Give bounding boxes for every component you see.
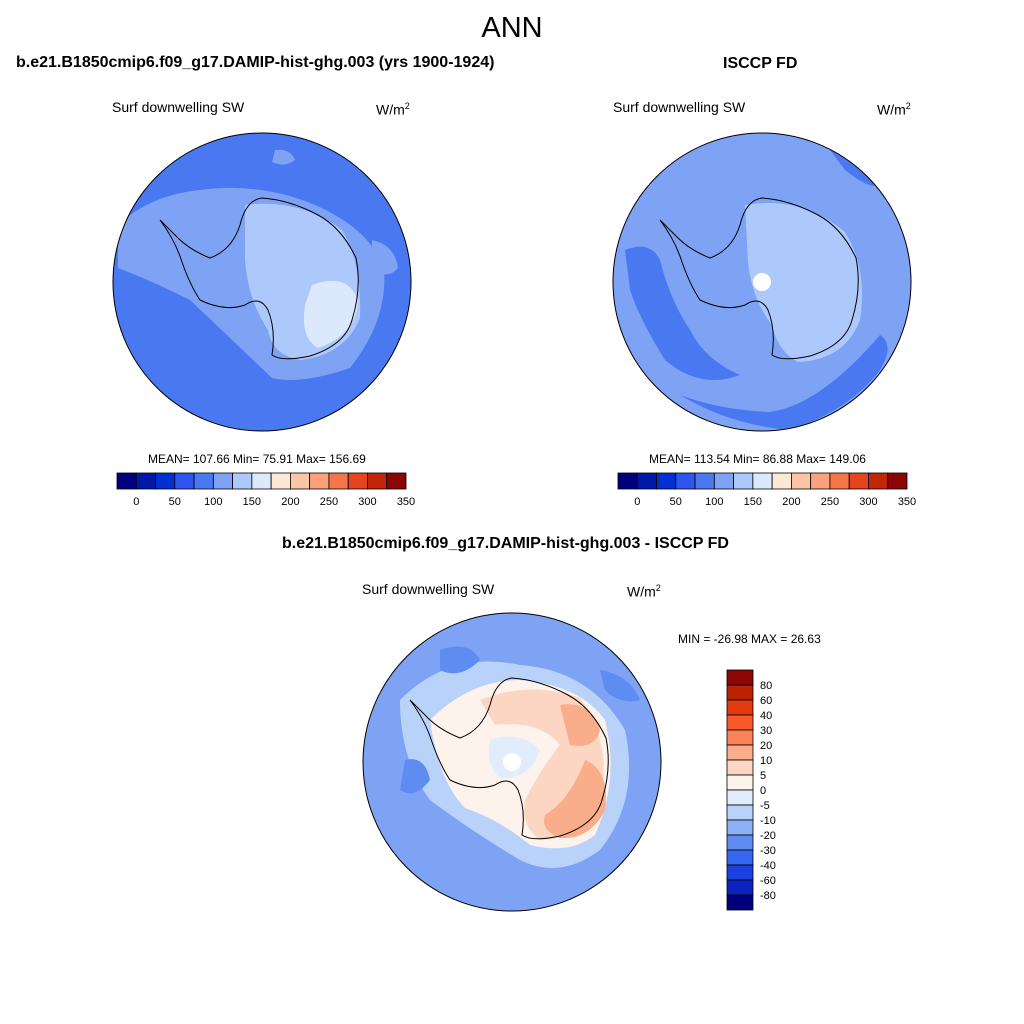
colorbar-tick-label: 0 [760, 785, 766, 797]
panel2-title: ISCCP FD [723, 55, 798, 72]
colorbar-tick-label: -40 [760, 860, 776, 872]
colorbar-swatch [726, 819, 754, 836]
colorbar-tick-label: 100 [204, 496, 222, 508]
panel1-stats: MEAN= 107.66 Min= 75.91 Max= 156.69 [148, 452, 366, 466]
colorbar-swatch [726, 834, 754, 851]
colorbar-tick-label: 300 [358, 496, 376, 508]
colorbar-swatch [726, 729, 754, 746]
colorbar-tick-label: -30 [760, 845, 776, 857]
panel2-units: W/m2 [877, 101, 911, 118]
colorbar-swatch [726, 774, 754, 791]
colorbar-tick-label: -5 [760, 800, 770, 812]
colorbar-swatch [726, 849, 754, 866]
colorbar-tick-label: 40 [760, 710, 772, 722]
colorbar-tick-label: 50 [670, 496, 682, 508]
colorbar-swatch [726, 669, 754, 686]
panel3-title: b.e21.B1850cmip6.f09_g17.DAMIP-hist-ghg.… [282, 535, 729, 552]
colorbar-swatch [726, 789, 754, 806]
colorbar-tick-label: 250 [320, 496, 338, 508]
colorbar-tick-label: 200 [782, 496, 800, 508]
colorbar-swatch [386, 472, 407, 490]
colorbar-tick-label: 10 [760, 755, 772, 767]
colorbar-swatch [726, 714, 754, 731]
panel1-variable: Surf downwelling SW [112, 99, 245, 115]
colorbar-tick-label: 80 [760, 680, 772, 692]
colorbar-swatch [726, 684, 754, 701]
panel3-units: W/m2 [627, 583, 661, 600]
colorbar-tick-label: 200 [281, 496, 299, 508]
figure-title: ANN [481, 12, 543, 44]
colorbar-swatch [726, 879, 754, 896]
colorbar-tick-label: -20 [760, 830, 776, 842]
colorbar-tick-label: 350 [898, 496, 916, 508]
colorbar-tick-label: -80 [760, 890, 776, 902]
colorbar-tick-label: 300 [859, 496, 877, 508]
colorbar-tick-label: 20 [760, 740, 772, 752]
colorbar-tick-label: 5 [760, 770, 766, 782]
colorbar-tick-label: 250 [821, 496, 839, 508]
colorbar-swatch [726, 894, 754, 911]
colorbar-tick-label: 150 [744, 496, 762, 508]
colorbar-swatch [726, 864, 754, 881]
panel1-title: b.e21.B1850cmip6.f09_g17.DAMIP-hist-ghg.… [16, 54, 495, 71]
panel2-variable: Surf downwelling SW [613, 99, 746, 115]
colorbar-swatch [726, 699, 754, 716]
colorbar-tick-label: -10 [760, 815, 776, 827]
colorbar-tick-label: 350 [397, 496, 415, 508]
panel3-stats: MIN = -26.98 MAX = 26.63 [678, 632, 821, 646]
colorbar-tick-label: 30 [760, 725, 772, 737]
colorbar-tick-label: 100 [705, 496, 723, 508]
panel2-stats: MEAN= 113.54 Min= 86.88 Max= 149.06 [649, 452, 866, 466]
panel1-units: W/m2 [376, 101, 410, 118]
colorbar-tick-label: 0 [634, 496, 640, 508]
colorbar-tick-label: 50 [169, 496, 181, 508]
colorbar-tick-label: 60 [760, 695, 772, 707]
colorbar-swatch [726, 759, 754, 776]
colorbar-tick-label: 0 [133, 496, 139, 508]
colorbar-swatch [726, 804, 754, 821]
colorbar-tick-label: 150 [243, 496, 261, 508]
panel3-variable: Surf downwelling SW [362, 581, 495, 597]
colorbar-swatch [887, 472, 908, 490]
colorbar-swatch [726, 744, 754, 761]
colorbar-tick-label: -60 [760, 875, 776, 887]
